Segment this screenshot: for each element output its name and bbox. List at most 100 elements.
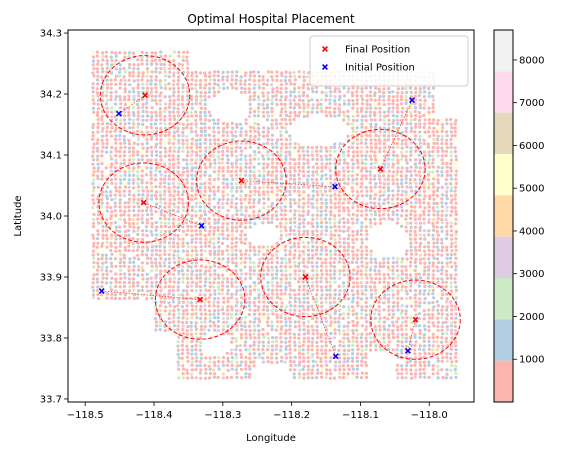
- density-point: [284, 328, 288, 333]
- density-point: [266, 268, 271, 272]
- density-point: [194, 376, 198, 380]
- density-point: [325, 280, 329, 284]
- density-point: [342, 118, 346, 122]
- density-point: [127, 193, 132, 197]
- density-point: [284, 142, 288, 146]
- density-point: [213, 161, 217, 165]
- density-point: [435, 229, 439, 234]
- density-point: [301, 149, 305, 153]
- density-point: [177, 201, 181, 205]
- density-point: [324, 296, 328, 300]
- density-point: [105, 126, 109, 130]
- density-point: [204, 146, 208, 150]
- density-point: [137, 193, 141, 197]
- density-point: [199, 316, 203, 321]
- density-point: [360, 166, 364, 170]
- density-point: [253, 177, 257, 181]
- density-point: [355, 213, 359, 217]
- density-point: [145, 229, 149, 233]
- density-point: [288, 249, 292, 253]
- density-point: [427, 320, 431, 324]
- density-point: [400, 296, 404, 301]
- density-point: [346, 312, 350, 316]
- density-point: [400, 157, 404, 161]
- density-point: [342, 221, 346, 225]
- density-point: [369, 276, 373, 280]
- density-point: [338, 339, 342, 344]
- density-point: [337, 87, 341, 91]
- density-point: [387, 122, 391, 126]
- density-point: [136, 129, 140, 133]
- density-point: [418, 161, 422, 165]
- density-point: [319, 232, 323, 236]
- density-point: [414, 289, 418, 293]
- density-point: [306, 221, 310, 225]
- density-point: [173, 126, 177, 130]
- density-point: [221, 280, 225, 284]
- density-point: [391, 296, 395, 300]
- density-point: [135, 248, 140, 252]
- density-point: [284, 265, 288, 269]
- density-point: [256, 347, 260, 351]
- density-point: [110, 106, 114, 110]
- density-point: [454, 201, 458, 205]
- density-point: [92, 236, 96, 240]
- density-point: [230, 296, 234, 300]
- density-point: [104, 134, 109, 138]
- density-point: [405, 257, 409, 261]
- density-point: [368, 268, 372, 272]
- density-point: [243, 137, 247, 142]
- density-point: [208, 249, 212, 253]
- density-point: [320, 248, 324, 252]
- density-point: [216, 189, 220, 193]
- density-point: [140, 261, 144, 265]
- density-point: [173, 233, 177, 237]
- density-point: [113, 197, 117, 201]
- density-point: [320, 288, 324, 292]
- density-point: [386, 153, 390, 158]
- density-point: [386, 328, 390, 332]
- density-point: [212, 304, 216, 308]
- density-point: [208, 285, 212, 289]
- density-point: [449, 145, 453, 149]
- density-point: [155, 268, 159, 272]
- density-point: [360, 102, 364, 106]
- density-point: [378, 141, 382, 145]
- density-point: [204, 197, 208, 201]
- density-point: [221, 153, 225, 157]
- density-point: [230, 269, 234, 273]
- density-point: [154, 130, 159, 134]
- density-point: [159, 296, 163, 300]
- density-point: [280, 95, 284, 99]
- density-point: [172, 202, 176, 206]
- density-point: [199, 245, 203, 249]
- density-point: [266, 249, 270, 253]
- density-point: [324, 320, 329, 324]
- density-point: [302, 181, 306, 185]
- density-point: [441, 265, 445, 269]
- density-point: [292, 372, 296, 376]
- density-point: [172, 185, 176, 189]
- density-point: [423, 265, 427, 269]
- density-point: [270, 114, 274, 118]
- density-point: [454, 308, 458, 312]
- density-point: [213, 308, 217, 313]
- density-point: [378, 181, 382, 185]
- density-point: [244, 130, 248, 134]
- density-point: [158, 141, 163, 145]
- density-point: [365, 150, 369, 154]
- density-point: [409, 194, 413, 198]
- density-point: [248, 154, 252, 158]
- density-point: [404, 174, 408, 178]
- density-point: [123, 87, 127, 91]
- density-point: [208, 360, 212, 364]
- density-point: [252, 351, 256, 356]
- density-point: [310, 197, 314, 201]
- density-point: [222, 177, 226, 181]
- density-point: [432, 190, 436, 194]
- density-point: [288, 336, 293, 340]
- density-point: [194, 332, 198, 336]
- density-point: [427, 312, 431, 317]
- density-point: [123, 90, 127, 94]
- density-point: [122, 256, 127, 260]
